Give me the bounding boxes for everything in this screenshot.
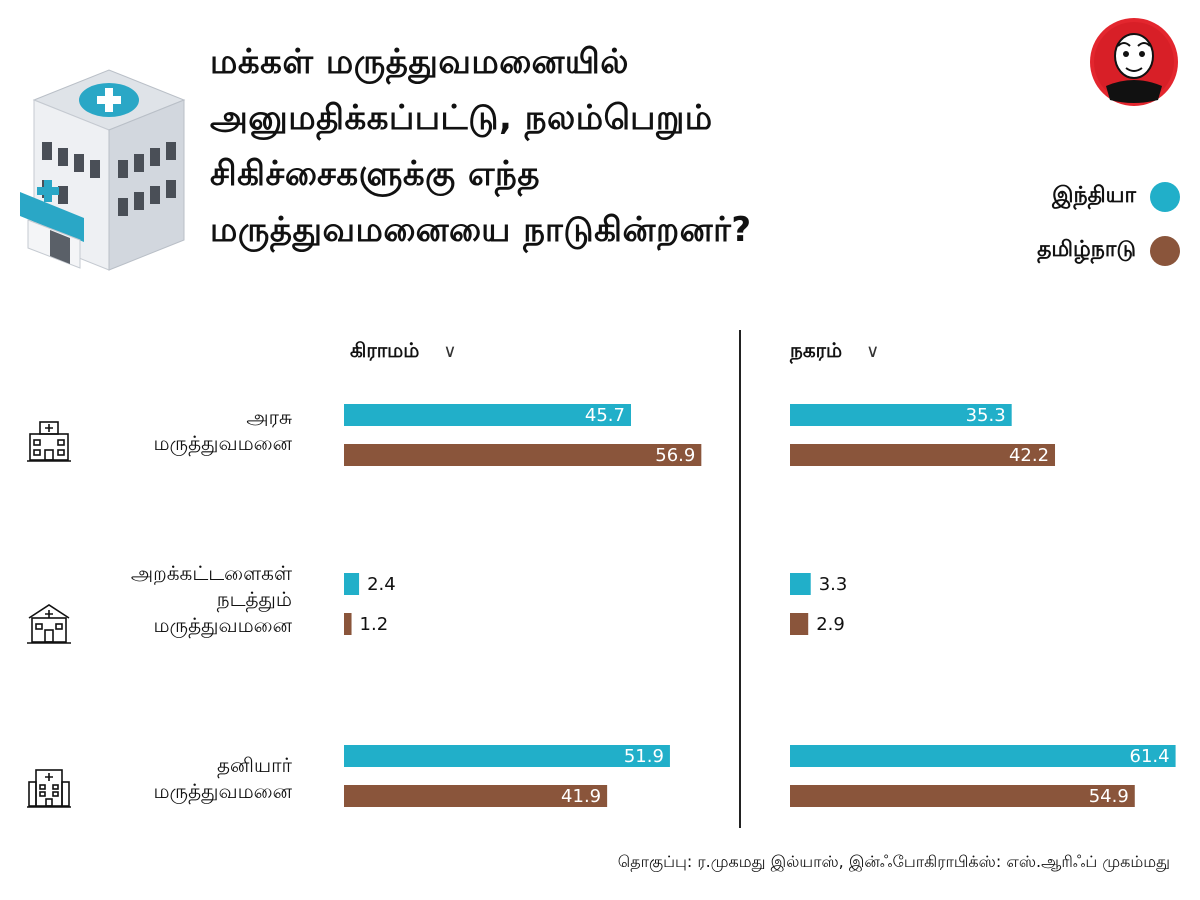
bar-tamilnadu xyxy=(790,613,809,635)
government-hospital-icon xyxy=(27,421,71,462)
bar-value-label: 3.3 xyxy=(819,574,848,595)
bar-india xyxy=(790,745,1176,767)
bar-value-label: 1.2 xyxy=(360,614,389,635)
category-line: தனியார் xyxy=(217,753,292,777)
bar-tamilnadu xyxy=(790,444,1056,466)
bar-value-label: 35.3 xyxy=(966,405,1006,426)
panel-divider xyxy=(739,330,741,828)
title-line: மருத்துவமனையை நாடுகின்றனர்? xyxy=(210,210,752,250)
bar-value-label: 61.4 xyxy=(1130,746,1170,767)
private-hospital-icon xyxy=(27,769,71,808)
chart-title: மக்கள் மருத்துவமனையில் அனுமதிக்கப்பட்டு,… xyxy=(210,34,970,258)
caret-down-icon: ∨ xyxy=(443,341,457,362)
panel-header-rural: கிராமம் ∨ xyxy=(350,338,457,365)
source-credit: தொகுப்பு: ர.முகமது இல்யாஸ், இன்ஃபோகிராபி… xyxy=(617,852,1170,871)
legend-item-india: இந்தியா xyxy=(1037,170,1180,224)
bar-india xyxy=(790,404,1012,426)
category-label-private: தனியார் மருத்துவமனை xyxy=(40,752,292,804)
category-label-government: அரசு மருத்துவமனை xyxy=(40,404,292,456)
bar-value-label: 2.4 xyxy=(367,574,396,595)
trust-hospital-icon xyxy=(27,604,71,644)
category-line: மருத்துவமனை xyxy=(153,431,292,455)
bar-tamilnadu xyxy=(344,613,352,635)
bar-value-label: 54.9 xyxy=(1089,786,1129,807)
category-line: அரசு xyxy=(246,405,292,429)
bar-value-label: 45.7 xyxy=(585,405,625,426)
title-line: மக்கள் மருத்துவமனையில் xyxy=(210,42,630,82)
bar-value-label: 41.9 xyxy=(561,786,601,807)
legend-label: தமிழ்நாடு xyxy=(1037,237,1136,262)
category-line: அறக்கட்டளைகள் xyxy=(130,561,292,585)
legend-swatch xyxy=(1150,182,1180,212)
bar-value-label: 2.9 xyxy=(816,614,845,635)
caret-down-icon: ∨ xyxy=(866,341,880,362)
panel-header-urban: நகரம் ∨ xyxy=(790,338,879,365)
category-label-trust: அறக்கட்டளைகள் நடத்தும் மருத்துவமனை xyxy=(40,560,292,638)
bar-tamilnadu xyxy=(344,444,702,466)
legend-swatch xyxy=(1150,236,1180,266)
bar-tamilnadu xyxy=(790,785,1135,807)
bar-tamilnadu xyxy=(344,785,608,807)
category-line: மருத்துவமனை xyxy=(153,613,292,637)
legend-label: இந்தியா xyxy=(1052,183,1136,208)
bar-india xyxy=(344,745,670,767)
legend: இந்தியா தமிழ்நாடு xyxy=(1037,170,1180,278)
panel-label: கிராமம் xyxy=(350,338,420,362)
bar-india xyxy=(790,573,811,595)
category-line: மருத்துவமனை xyxy=(153,779,292,803)
title-line: சிகிச்சைகளுக்கு எந்த xyxy=(210,154,541,194)
hospital-building-illustration xyxy=(20,69,186,271)
bar-value-label: 51.9 xyxy=(624,746,664,767)
title-line: அனுமதிக்கப்பட்டு, நலம்பெறும் xyxy=(210,98,713,138)
bar-value-label: 56.9 xyxy=(655,445,695,466)
panel-label: நகரம் xyxy=(790,338,843,362)
bar-india xyxy=(344,404,631,426)
publisher-logo xyxy=(1090,18,1178,106)
category-line: நடத்தும் xyxy=(216,587,292,611)
bar-india xyxy=(344,573,360,595)
legend-item-tamilnadu: தமிழ்நாடு xyxy=(1037,224,1180,278)
bar-value-label: 42.2 xyxy=(1009,445,1049,466)
